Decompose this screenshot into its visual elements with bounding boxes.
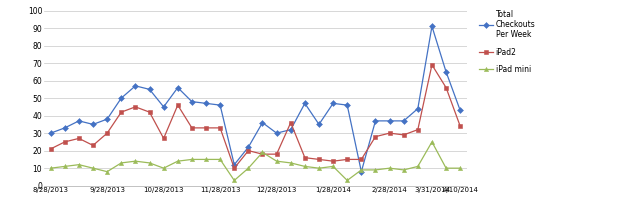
Legend: Total
Checkouts
Per Week, iPad2, iPad mini: Total Checkouts Per Week, iPad2, iPad mi… (477, 8, 537, 76)
